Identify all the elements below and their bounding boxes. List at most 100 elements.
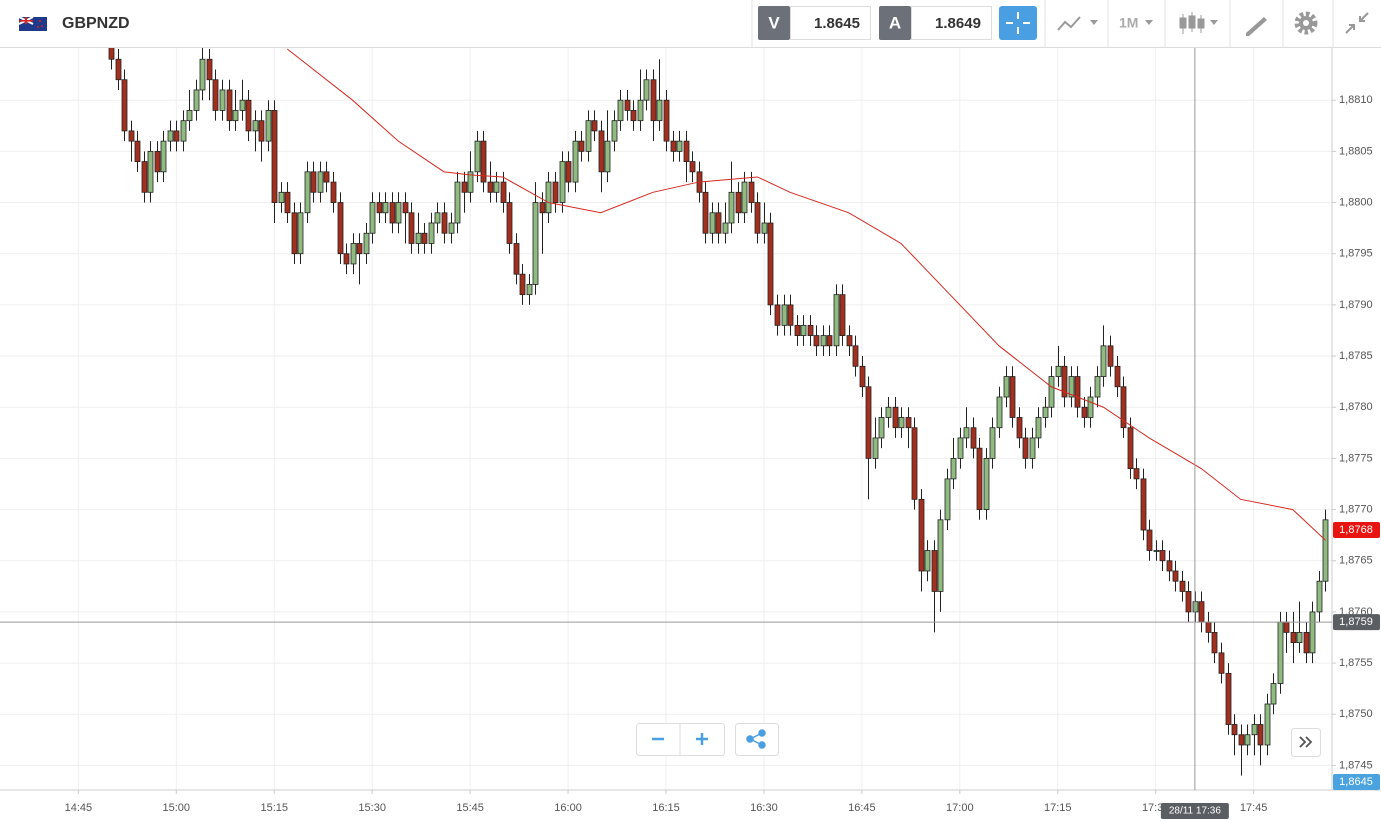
candle-body bbox=[1074, 376, 1081, 408]
y-tick-label: 1,8775 bbox=[1339, 452, 1373, 464]
candle-body bbox=[820, 335, 827, 347]
candle-body bbox=[937, 519, 944, 592]
crosshair-price-label: 1,8759 bbox=[1339, 616, 1373, 628]
candle-body bbox=[1035, 417, 1042, 439]
candle-body bbox=[1094, 376, 1101, 398]
candle-body bbox=[1159, 550, 1166, 562]
candle-body bbox=[493, 181, 500, 193]
x-tick-label: 15:00 bbox=[163, 802, 191, 814]
timeframe-button[interactable]: 1M bbox=[1119, 15, 1138, 31]
x-tick-label: 17:45 bbox=[1240, 802, 1268, 814]
y-tick-label: 1,8785 bbox=[1339, 350, 1373, 362]
candle-body bbox=[1322, 519, 1329, 582]
candle-body bbox=[859, 365, 866, 388]
sell-button[interactable] bbox=[758, 6, 790, 40]
candle-body bbox=[898, 417, 905, 429]
chart-type-button[interactable] bbox=[1057, 16, 1098, 31]
dropdown-arrow bbox=[1145, 20, 1153, 25]
candle-body bbox=[212, 79, 219, 111]
candle-type-button[interactable] bbox=[1179, 12, 1218, 34]
candle-body bbox=[1172, 570, 1179, 582]
candle-body bbox=[337, 202, 344, 255]
candle-body bbox=[310, 171, 317, 193]
candle-body bbox=[1081, 406, 1088, 418]
candle-body bbox=[1042, 406, 1049, 418]
candle-body bbox=[1251, 724, 1258, 736]
candle-body bbox=[1061, 365, 1068, 398]
x-tick-label: 16:15 bbox=[652, 802, 680, 814]
buy-button[interactable] bbox=[879, 6, 911, 40]
candle-body bbox=[441, 212, 448, 234]
x-tick-label: 14:45 bbox=[65, 802, 93, 814]
candle-body bbox=[323, 171, 330, 183]
candle-body bbox=[1198, 601, 1205, 623]
candle-body bbox=[559, 161, 566, 203]
candle-body bbox=[761, 222, 768, 234]
candle-body bbox=[1166, 560, 1173, 572]
moving-average bbox=[286, 48, 1326, 541]
candle-body bbox=[180, 120, 187, 142]
zoom-in-button[interactable] bbox=[696, 733, 708, 745]
candle-body bbox=[905, 417, 912, 429]
candle-body bbox=[539, 202, 546, 214]
y-tick-label: 1,8810 bbox=[1339, 94, 1373, 106]
sell-label: V bbox=[768, 13, 780, 32]
candle-body bbox=[578, 140, 585, 152]
candle-body bbox=[265, 110, 272, 142]
candle-body bbox=[1048, 376, 1055, 408]
candle-body bbox=[944, 478, 951, 521]
x-tick-label: 15:15 bbox=[260, 802, 288, 814]
candle-body bbox=[467, 171, 474, 193]
candle-body bbox=[950, 458, 957, 480]
candle-body bbox=[434, 212, 441, 224]
settings-button[interactable] bbox=[1294, 11, 1318, 35]
candle-body bbox=[748, 181, 755, 203]
y-tick-label: 1,8795 bbox=[1339, 248, 1373, 260]
toolbar-bg bbox=[0, 0, 1381, 47]
plot-area bbox=[108, 48, 1329, 776]
y-tick-label: 1,8750 bbox=[1339, 708, 1373, 720]
candle-body bbox=[604, 140, 611, 173]
candle-body bbox=[1205, 621, 1212, 633]
candle-body bbox=[957, 437, 964, 459]
candle-body bbox=[1257, 724, 1264, 746]
candle-body bbox=[278, 191, 285, 203]
candle-body bbox=[317, 171, 324, 193]
candle-body bbox=[1244, 734, 1251, 746]
candle-body bbox=[794, 324, 801, 336]
candle-body bbox=[134, 140, 141, 163]
candle-body bbox=[291, 212, 298, 255]
candle-body bbox=[1270, 683, 1277, 705]
share-button[interactable] bbox=[735, 723, 779, 756]
candle-body bbox=[219, 89, 226, 111]
flag-icon bbox=[18, 16, 47, 31]
collapse-button[interactable] bbox=[1345, 12, 1369, 34]
candle-body bbox=[996, 396, 1003, 429]
draw-button[interactable] bbox=[1246, 17, 1267, 36]
candle-body bbox=[637, 99, 644, 122]
candle-body bbox=[754, 202, 761, 234]
candle-body bbox=[656, 99, 663, 122]
candle-body bbox=[924, 550, 931, 572]
candle-body bbox=[1068, 376, 1075, 398]
candle-body bbox=[421, 232, 428, 244]
candle-body bbox=[931, 550, 938, 592]
candle-body bbox=[532, 202, 539, 285]
candle-body bbox=[173, 130, 180, 142]
candle-body bbox=[526, 284, 533, 296]
candle-body bbox=[545, 181, 552, 214]
crosshair-button[interactable] bbox=[999, 6, 1037, 40]
candle-body bbox=[735, 191, 742, 214]
scroll-right-button[interactable] bbox=[1291, 728, 1321, 757]
candle-body bbox=[1179, 580, 1186, 592]
candle-body bbox=[741, 181, 748, 214]
candle-body bbox=[989, 427, 996, 459]
candle-body bbox=[767, 222, 774, 306]
candle-body bbox=[506, 202, 513, 244]
candle-body bbox=[643, 79, 650, 101]
candle-body bbox=[402, 202, 409, 214]
candle-body bbox=[206, 58, 213, 81]
candle-body bbox=[1153, 550, 1160, 552]
candle-body bbox=[1225, 672, 1232, 725]
